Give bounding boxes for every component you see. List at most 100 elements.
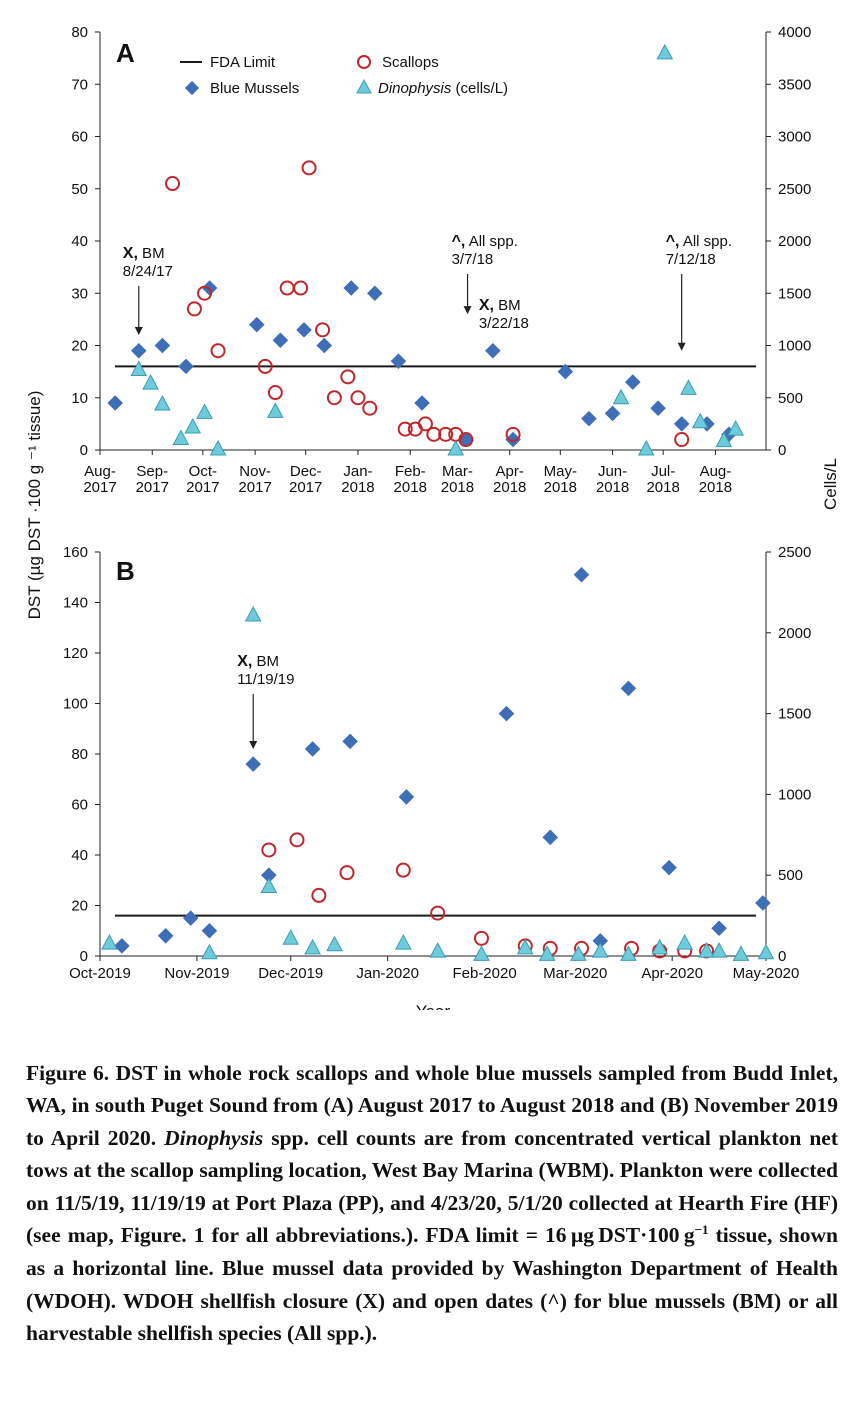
x-tick-label: Dec-2019 bbox=[258, 965, 323, 982]
right-y-tick-label: 1000 bbox=[778, 786, 811, 803]
x-tick-label: 2018 bbox=[596, 479, 629, 496]
x-tick-label: Jul- bbox=[651, 463, 675, 480]
blue-mussel-point bbox=[581, 410, 597, 427]
dinophysis-point bbox=[715, 431, 733, 448]
left-y-tick-label: 70 bbox=[71, 76, 88, 93]
closure-annotation: ^, All spp.3/7/18 bbox=[452, 233, 518, 315]
annotation-species: BM bbox=[252, 653, 279, 670]
annotation-species: BM bbox=[138, 245, 165, 262]
left-y-tick-label: 30 bbox=[71, 285, 88, 302]
panel-letter: B bbox=[116, 556, 135, 586]
x-tick-label: 2017 bbox=[186, 479, 219, 496]
legend-scallop-swatch bbox=[357, 55, 371, 69]
annotation-arrow-head bbox=[249, 740, 258, 749]
dinophysis-point bbox=[591, 942, 609, 958]
dinophysis-point bbox=[732, 945, 750, 961]
scallop-point bbox=[257, 358, 273, 374]
x-tick-label: Oct-2019 bbox=[69, 965, 131, 982]
blue-mussel-point bbox=[157, 928, 174, 944]
panel-b: 0 20 40 60 80 100 120 140 160 0 500 1000 1500 2000 250… bbox=[63, 544, 811, 1021]
left-y-tick-label: 80 bbox=[71, 24, 88, 41]
blue-mussel-point bbox=[755, 895, 771, 911]
annotation-symbol: ^, bbox=[666, 233, 680, 250]
x-tick-label: Aug- bbox=[84, 463, 116, 480]
annotation-symbol: ^, bbox=[452, 233, 466, 250]
blue-mussel-point bbox=[154, 337, 171, 354]
right-y-axis-title: Cells/L bbox=[821, 458, 840, 510]
blue-mussel-point bbox=[245, 756, 261, 772]
left-y-tick-label: 0 bbox=[80, 948, 88, 965]
x-tick-label: Mar- bbox=[442, 463, 473, 480]
x-tick-label: Sep- bbox=[136, 463, 168, 480]
scallop-point bbox=[326, 390, 342, 406]
dinophysis-point bbox=[570, 945, 587, 961]
scallop-point bbox=[473, 930, 489, 946]
x-tick-label: 2017 bbox=[289, 479, 322, 496]
legend-fda-label: FDA Limit bbox=[210, 54, 276, 71]
annotation-date: 3/7/18 bbox=[452, 251, 494, 268]
left-y-tick-label: 40 bbox=[71, 847, 88, 864]
dinophysis-point bbox=[304, 938, 321, 955]
right-y-tick-label: 2000 bbox=[778, 233, 811, 250]
x-tick-label: Dec- bbox=[290, 463, 322, 480]
caption-text-3: tissue, shown as a horizontal line. Blue… bbox=[26, 1223, 838, 1346]
left-y-tick-label: 100 bbox=[63, 696, 88, 713]
dinophysis-point bbox=[473, 945, 490, 961]
blue-mussel-point bbox=[650, 400, 666, 416]
dinophysis-point bbox=[637, 439, 655, 456]
dinophysis-point bbox=[326, 935, 343, 952]
scallop-point bbox=[458, 432, 474, 448]
annotation-species: All spp. bbox=[465, 233, 518, 250]
dinophysis-point bbox=[651, 938, 669, 955]
legend-scallop-label: Scallops bbox=[382, 54, 439, 71]
right-y-tick-label: 500 bbox=[778, 390, 803, 407]
scallop-point bbox=[430, 905, 446, 921]
annotation-species: All spp. bbox=[679, 233, 732, 250]
scallop-point bbox=[362, 400, 378, 416]
left-y-tick-label: 10 bbox=[71, 390, 88, 407]
dinophysis-point bbox=[184, 417, 202, 434]
x-axis-title: Year bbox=[416, 1002, 451, 1010]
annotation-arrow-head bbox=[134, 327, 143, 336]
scallop-point bbox=[186, 301, 202, 317]
x-tick-label: Feb- bbox=[395, 463, 426, 480]
annotation-arrow-head bbox=[463, 306, 472, 315]
blue-mussel-point bbox=[505, 431, 521, 448]
blue-mussel-point bbox=[131, 342, 147, 359]
annotation-species: BM bbox=[494, 297, 521, 314]
right-y-tick-label: 2500 bbox=[778, 181, 811, 198]
annotation-label: X, BM bbox=[123, 245, 165, 262]
scallop-point bbox=[279, 280, 295, 296]
x-tick-label: Feb-2020 bbox=[452, 965, 516, 982]
dinophysis-point bbox=[154, 394, 171, 411]
dinophysis-point bbox=[710, 942, 728, 958]
left-y-tick-label: 50 bbox=[71, 181, 88, 198]
annotation-label: ^, All spp. bbox=[452, 233, 518, 250]
x-tick-label: May-2020 bbox=[733, 965, 800, 982]
scallop-point bbox=[438, 426, 454, 442]
dinophysis-point bbox=[447, 439, 465, 456]
blue-mussel-point bbox=[367, 285, 383, 302]
x-tick-label: Nov-2019 bbox=[164, 965, 229, 982]
legend-dinophysis-italic: Dinophysis bbox=[378, 80, 452, 97]
blue-mussel-point bbox=[573, 566, 590, 583]
right-y-tick-label: 3000 bbox=[778, 129, 811, 146]
x-tick-label: Apr-2020 bbox=[641, 965, 703, 982]
dinophysis-point bbox=[172, 429, 190, 446]
figure-caption: Figure 6. DST in whole rock scallops and… bbox=[26, 1057, 838, 1350]
scallop-point bbox=[210, 343, 226, 359]
annotation-date: 8/24/17 bbox=[123, 263, 173, 280]
scallop-point bbox=[674, 432, 690, 448]
dinophysis-point bbox=[101, 934, 118, 950]
annotation-label: ^, All spp. bbox=[666, 233, 732, 250]
blue-mussel-point bbox=[249, 316, 265, 333]
dinophysis-point bbox=[727, 420, 744, 436]
dinophysis-point bbox=[680, 379, 697, 395]
blue-mussel-point bbox=[342, 733, 358, 750]
x-tick-label: 2018 bbox=[493, 479, 526, 496]
left-y-tick-label: 120 bbox=[63, 645, 88, 662]
left-y-tick-label: 20 bbox=[71, 898, 88, 915]
right-y-tick-label: 1500 bbox=[778, 285, 811, 302]
right-y-tick-label: 2000 bbox=[778, 625, 811, 642]
chart-svg: 0102030405060708005001000150020002500300… bbox=[25, 24, 840, 1021]
